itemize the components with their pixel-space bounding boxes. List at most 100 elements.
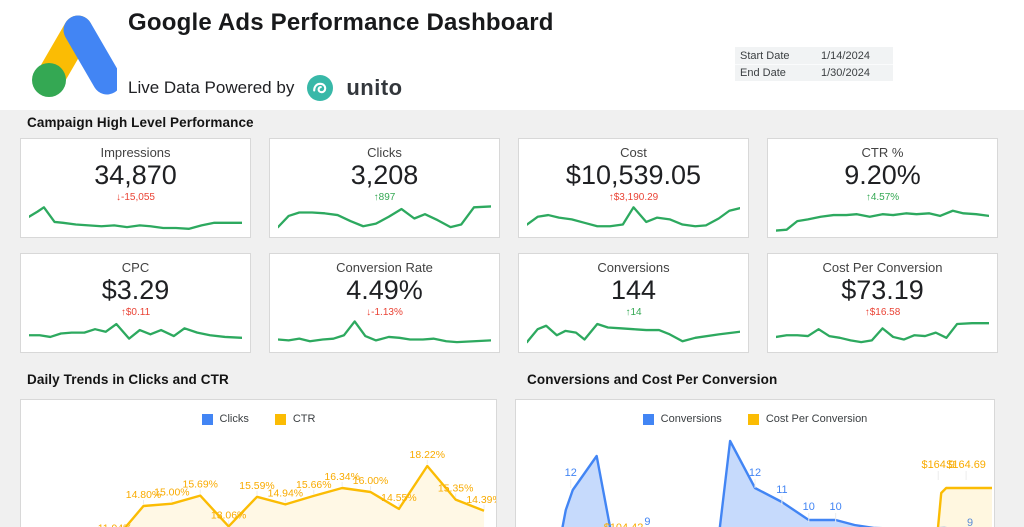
sparkline-chart xyxy=(29,318,242,349)
unito-logo-icon xyxy=(307,75,334,101)
scorecard-label: Impressions xyxy=(100,145,171,160)
svg-text:12: 12 xyxy=(565,467,577,479)
legend-item-cost-per-conversion[interactable]: Cost Per Conversion xyxy=(747,413,868,425)
scorecard-label: Cost xyxy=(620,145,647,160)
google-ads-logo-icon xyxy=(32,15,117,97)
scorecard-value: 34,870 xyxy=(94,160,177,190)
legend-item-ctr[interactable]: CTR xyxy=(274,413,316,425)
scorecards-section-title: Campaign High Level Performance xyxy=(27,115,254,130)
scorecard-value: $73.19 xyxy=(841,275,924,305)
powered-by-text: Live Data Powered by xyxy=(128,78,295,97)
scorecard-label: Conversion Rate xyxy=(336,260,433,275)
legend-label: CTR xyxy=(292,413,316,425)
daily-trends-chart-panel[interactable]: Clicks CTR 11.94% 14.80%15.00%15.69% 13.06… xyxy=(20,399,497,527)
sparkline-chart xyxy=(527,203,740,234)
conversions-chart-panel[interactable]: Conversions Cost Per Conversion 12 9 12 11 1… xyxy=(515,399,995,527)
legend-label: Conversions xyxy=(660,413,722,425)
cost-per-conversion-swatch-icon xyxy=(747,413,759,425)
legend-label: Clicks xyxy=(219,413,249,425)
scorecard-cost-per-conversion: Cost Per Conversion $73.19 ↑$16.58 xyxy=(767,253,998,353)
end-date-label: End Date xyxy=(740,67,786,79)
svg-text:14.94%: 14.94% xyxy=(268,488,303,499)
sparkline-chart xyxy=(527,318,740,349)
svg-text:$164.69: $164.69 xyxy=(946,459,986,471)
svg-text:$164.9: $164.9 xyxy=(921,459,954,471)
clicks-swatch-icon xyxy=(201,413,213,425)
svg-text:9: 9 xyxy=(967,517,973,527)
scorecard-delta: ↑14 xyxy=(625,307,642,318)
scorecard-value: 9.20% xyxy=(844,160,921,190)
scorecard-conversion-rate: Conversion Rate 4.49% ↓-1.13% xyxy=(269,253,500,353)
svg-text:14.55%: 14.55% xyxy=(381,493,416,504)
conversions-area-chart[interactable]: 12 9 12 11 10 10 9 $164.9$164.69 $104.42 xyxy=(516,400,994,527)
chart-legend: Clicks CTR xyxy=(21,413,496,425)
svg-text:11: 11 xyxy=(776,484,787,496)
scorecard-label: Cost Per Conversion xyxy=(822,260,943,275)
svg-text:15.00%: 15.00% xyxy=(154,488,189,499)
conversions-swatch-icon xyxy=(642,413,654,425)
scorecard-cost: Cost $10,539.05 ↑$3,190.29 xyxy=(518,138,749,238)
scorecard-ctr: CTR % 9.20% ↑4.57% xyxy=(767,138,998,238)
scorecard-delta: ↑$3,190.29 xyxy=(608,192,659,203)
svg-text:15.35%: 15.35% xyxy=(438,484,473,495)
svg-text:18.22%: 18.22% xyxy=(410,450,445,461)
start-date-label: Start Date xyxy=(740,49,790,62)
svg-text:10: 10 xyxy=(803,501,815,513)
ctr-swatch-icon xyxy=(274,413,286,425)
svg-text:16.34%: 16.34% xyxy=(324,472,359,483)
svg-text:15.59%: 15.59% xyxy=(239,481,274,492)
legend-label: Cost Per Conversion xyxy=(765,413,868,425)
svg-text:14.80%: 14.80% xyxy=(126,490,161,501)
sparkline-chart xyxy=(776,203,989,234)
scorecard-label: CPC xyxy=(121,260,150,275)
scorecard-cpc: CPC $3.29 ↑$0.11 xyxy=(20,253,251,353)
legend-item-clicks[interactable]: Clicks xyxy=(201,413,249,425)
scorecards-grid: Impressions 34,870 ↓-15,055 Clicks 3,208… xyxy=(20,138,998,353)
svg-text:11.94%: 11.94% xyxy=(98,523,133,527)
ctr-area-chart[interactable]: 11.94% 14.80%15.00%15.69% 13.06% 15.59%14.9… xyxy=(21,400,496,527)
end-date-row[interactable]: End Date 1/30/2024 xyxy=(735,64,893,81)
scorecard-conversions: Conversions 144 ↑14 xyxy=(518,253,749,353)
unito-wordmark: unito xyxy=(346,75,403,100)
svg-text:15.69%: 15.69% xyxy=(183,480,218,491)
scorecard-value: $10,539.05 xyxy=(565,160,702,190)
svg-text:16.00%: 16.00% xyxy=(353,476,388,487)
sparkline-chart xyxy=(278,318,491,349)
scorecard-value: $3.29 xyxy=(101,275,170,305)
scorecard-delta: ↑897 xyxy=(373,192,396,203)
svg-text:13.06%: 13.06% xyxy=(211,510,246,521)
sparkline-chart xyxy=(776,318,989,349)
conversions-chart-title: Conversions and Cost Per Conversion xyxy=(527,372,778,387)
start-date-row[interactable]: Start Date 1/14/2024 xyxy=(735,47,893,64)
scorecard-clicks: Clicks 3,208 ↑897 xyxy=(269,138,500,238)
svg-text:$104.42: $104.42 xyxy=(604,522,644,527)
svg-text:10: 10 xyxy=(830,501,842,513)
scorecard-value: 3,208 xyxy=(350,160,419,190)
end-date-value: 1/30/2024 xyxy=(821,67,870,79)
svg-text:9: 9 xyxy=(644,516,650,527)
scorecard-label: Clicks xyxy=(367,145,402,160)
header: Google Ads Performance Dashboard Live Da… xyxy=(0,0,1024,110)
sparkline-chart xyxy=(29,203,242,234)
clicks-ctr-chart-title: Daily Trends in Clicks and CTR xyxy=(27,372,229,387)
scorecard-delta: ↓-15,055 xyxy=(116,192,155,203)
scorecard-delta: ↑$0.11 xyxy=(120,307,151,318)
page-title: Google Ads Performance Dashboard xyxy=(128,9,554,36)
svg-text:15.66%: 15.66% xyxy=(296,480,331,491)
scorecard-impressions: Impressions 34,870 ↓-15,055 xyxy=(20,138,251,238)
chart-legend: Conversions Cost Per Conversion xyxy=(516,413,994,425)
start-date-value: 1/14/2024 xyxy=(821,49,870,62)
date-range-filter[interactable]: Start Date 1/14/2024 End Date 1/30/2024 xyxy=(735,47,893,81)
svg-text:12: 12 xyxy=(749,467,761,479)
legend-item-conversions[interactable]: Conversions xyxy=(642,413,722,425)
scorecard-label: Conversions xyxy=(597,260,670,275)
powered-by-row: Live Data Powered by unito xyxy=(128,74,403,102)
scorecard-delta: ↓-1.13% xyxy=(366,307,403,318)
scorecard-delta: ↑$16.58 xyxy=(864,307,901,318)
scorecard-value: 144 xyxy=(610,275,657,305)
scorecard-label: CTR % xyxy=(861,145,904,160)
svg-text:14.39%: 14.39% xyxy=(466,495,496,506)
scorecard-value: 4.49% xyxy=(346,275,423,305)
scorecard-delta: ↑4.57% xyxy=(865,192,900,203)
